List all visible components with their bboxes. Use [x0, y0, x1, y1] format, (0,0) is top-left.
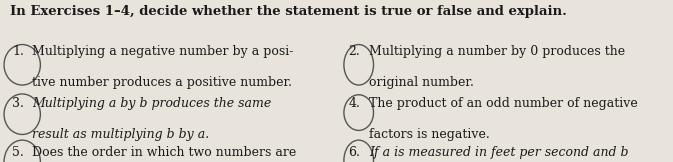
Text: 4.: 4. [349, 97, 361, 110]
Text: 5.: 5. [12, 146, 24, 159]
Text: In Exercises 1–4, decide whether the statement is true or false and explain.: In Exercises 1–4, decide whether the sta… [10, 5, 567, 18]
Text: Multiplying a negative number by a posi-: Multiplying a negative number by a posi- [32, 45, 293, 58]
Text: 2.: 2. [349, 45, 360, 58]
Text: 6.: 6. [349, 146, 361, 159]
Text: Does the order in which two numbers are: Does the order in which two numbers are [32, 146, 297, 159]
Text: If a is measured in feet per second and b: If a is measured in feet per second and … [369, 146, 629, 159]
Text: result as multiplying b by a.: result as multiplying b by a. [32, 128, 209, 141]
Text: The product of an odd number of negative: The product of an odd number of negative [369, 97, 637, 110]
Text: tive number produces a positive number.: tive number produces a positive number. [32, 76, 292, 89]
Text: 1.: 1. [12, 45, 24, 58]
Text: Multiplying a number by 0 produces the: Multiplying a number by 0 produces the [369, 45, 625, 58]
Text: factors is negative.: factors is negative. [369, 128, 489, 141]
Text: Multiplying a by b produces the same: Multiplying a by b produces the same [32, 97, 271, 110]
Text: original number.: original number. [369, 76, 474, 89]
Text: 3.: 3. [12, 97, 24, 110]
